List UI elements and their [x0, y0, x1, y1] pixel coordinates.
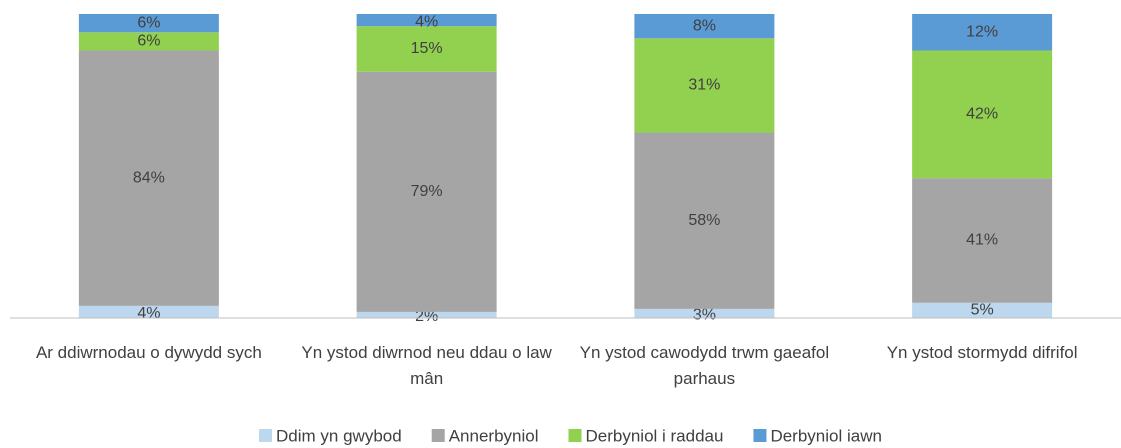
value-label: 12%	[966, 23, 998, 40]
value-label: 15%	[411, 40, 443, 57]
bar-segment	[78, 32, 219, 51]
x-tick-label: Yn ystod diwrnod neu ddau o law mân	[301, 343, 552, 388]
bar-segment	[634, 308, 775, 318]
bar-segment	[356, 14, 497, 27]
x-tick-label: Yn ystod stormydd difrifol	[886, 343, 1078, 362]
legend-swatch	[259, 429, 273, 442]
legend-label: Derbyniol iawn	[770, 426, 882, 445]
bar-segment	[356, 26, 497, 72]
bar-segment	[356, 71, 497, 312]
value-label: 41%	[966, 232, 998, 249]
x-tick-label: Yn ystod cawodydd trwm gaeafol parhaus	[579, 343, 830, 388]
bar-segment	[78, 14, 219, 33]
bar-segment	[78, 50, 219, 306]
bar-segment	[912, 50, 1053, 179]
value-label: 31%	[688, 77, 720, 94]
bar-segment	[634, 14, 775, 39]
legend-label: Ddim yn gwybod	[276, 426, 402, 445]
bar-segment	[78, 305, 219, 318]
value-label: 8%	[693, 17, 716, 34]
value-label: 6%	[137, 33, 160, 50]
value-label: 58%	[688, 212, 720, 229]
bar-segment	[356, 311, 497, 318]
value-label: 3%	[693, 307, 716, 324]
value-label: 42%	[966, 106, 998, 123]
bar-segment	[912, 178, 1053, 303]
value-label: 84%	[133, 169, 165, 186]
legend-swatch	[568, 429, 582, 442]
bar-segment	[634, 132, 775, 309]
value-label: 79%	[411, 183, 443, 200]
bar-segment	[912, 302, 1053, 318]
legend-label: Annerbyniol	[449, 426, 539, 445]
value-label: 4%	[415, 13, 438, 30]
legend-swatch	[753, 429, 767, 442]
bar-segment	[912, 14, 1053, 51]
x-tick-label: Ar ddiwrnodau o dywydd sych	[35, 343, 262, 362]
value-label: 2%	[415, 308, 438, 325]
legend-label: Derbyniol i raddau	[585, 426, 723, 445]
value-label: 5%	[971, 302, 994, 319]
legend-swatch	[431, 429, 445, 442]
value-label: 6%	[137, 14, 160, 31]
bar-segment	[634, 38, 775, 133]
value-label: 4%	[137, 305, 160, 322]
